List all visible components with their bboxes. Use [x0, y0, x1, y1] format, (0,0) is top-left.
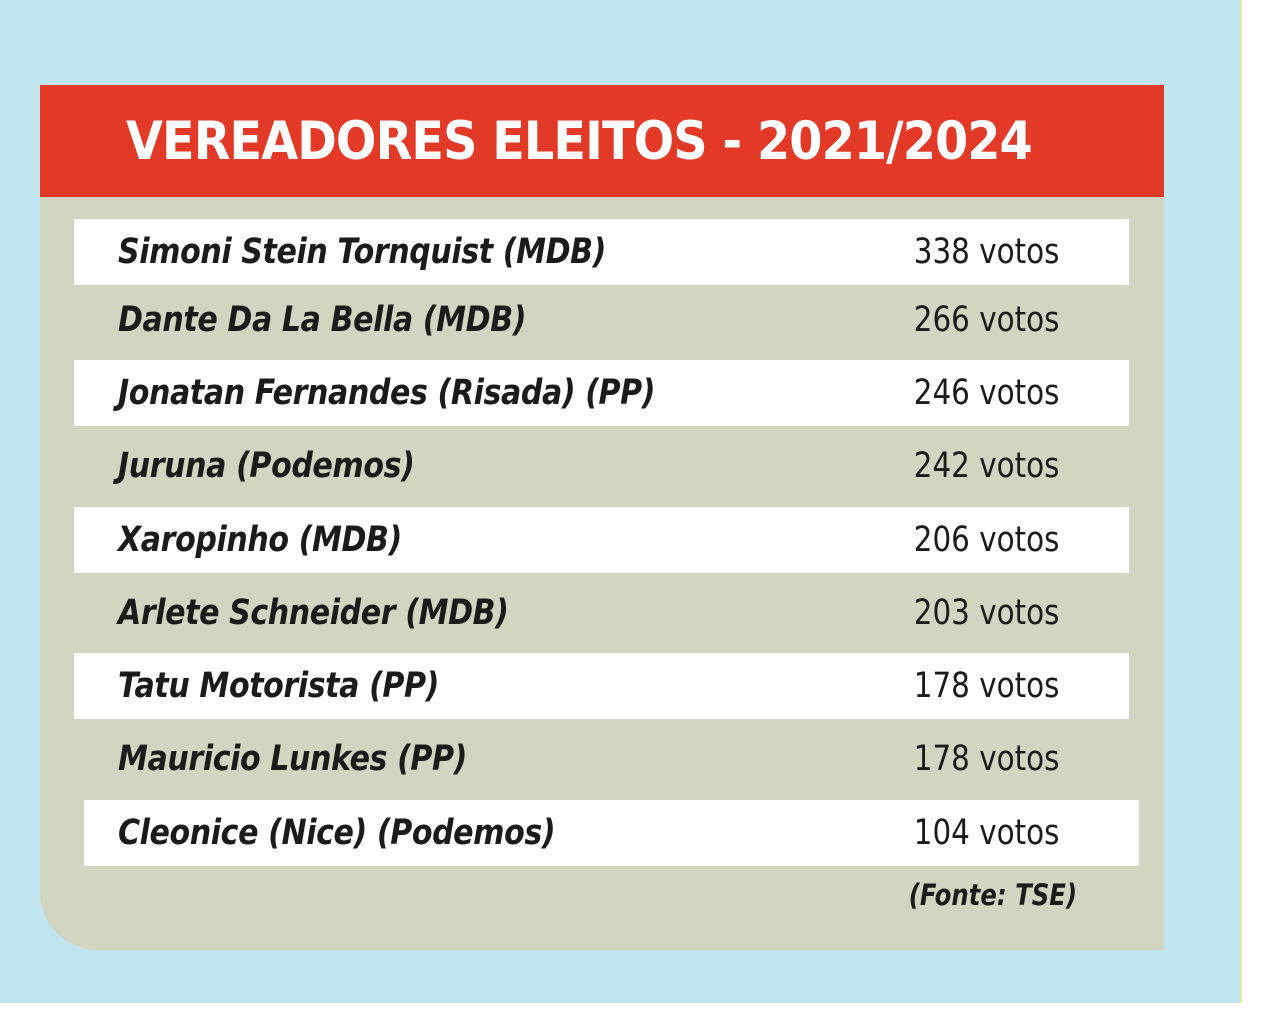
table-row: Xaropinho (MDB) 206 votos [74, 507, 1129, 573]
vote-count: 203 votos [913, 593, 1059, 633]
card-header: VEREADORES ELEITOS - 2021/2024 [40, 85, 1164, 197]
candidate-name: Cleonice (Nice) (Podemos) [118, 813, 556, 853]
vote-count: 338 votos [913, 232, 1059, 272]
results-card: VEREADORES ELEITOS - 2021/2024 Simoni St… [40, 85, 1164, 950]
table-row: Jonatan Fernandes (Risada) (PP) 246 voto… [74, 360, 1129, 426]
source-note: (Fonte: TSE) [908, 878, 1078, 912]
table-row: Cleonice (Nice) (Podemos) 104 votos [84, 800, 1139, 866]
table-row: Juruna (Podemos) 242 votos [74, 433, 1129, 499]
candidate-name: Mauricio Lunkes (PP) [118, 739, 468, 779]
vote-count: 266 votos [913, 300, 1059, 340]
table-row: Tatu Motorista (PP) 178 votos [74, 653, 1129, 719]
card-title: VEREADORES ELEITOS - 2021/2024 [126, 111, 1033, 172]
vote-count: 178 votos [913, 666, 1059, 706]
candidate-name: Jonatan Fernandes (Risada) (PP) [118, 373, 656, 413]
vote-count: 104 votos [913, 813, 1059, 853]
vote-count: 246 votos [913, 373, 1059, 413]
table-row: Arlete Schneider (MDB) 203 votos [74, 580, 1129, 646]
table-row: Mauricio Lunkes (PP) 178 votos [74, 726, 1129, 792]
table-row: Dante Da La Bella (MDB) 266 votos [74, 287, 1129, 353]
vote-count: 206 votos [913, 520, 1059, 560]
candidate-name: Dante Da La Bella (MDB) [118, 300, 527, 340]
table-row: Simoni Stein Tornquist (MDB) 338 votos [74, 219, 1129, 285]
page-background: VEREADORES ELEITOS - 2021/2024 Simoni St… [0, 0, 1242, 1003]
candidate-name: Tatu Motorista (PP) [118, 666, 439, 706]
vote-count: 242 votos [913, 446, 1059, 486]
candidate-name: Arlete Schneider (MDB) [118, 593, 509, 633]
candidate-name: Simoni Stein Tornquist (MDB) [118, 232, 607, 272]
candidate-name: Xaropinho (MDB) [118, 520, 402, 560]
vote-count: 178 votos [913, 739, 1059, 779]
candidate-name: Juruna (Podemos) [118, 446, 415, 486]
